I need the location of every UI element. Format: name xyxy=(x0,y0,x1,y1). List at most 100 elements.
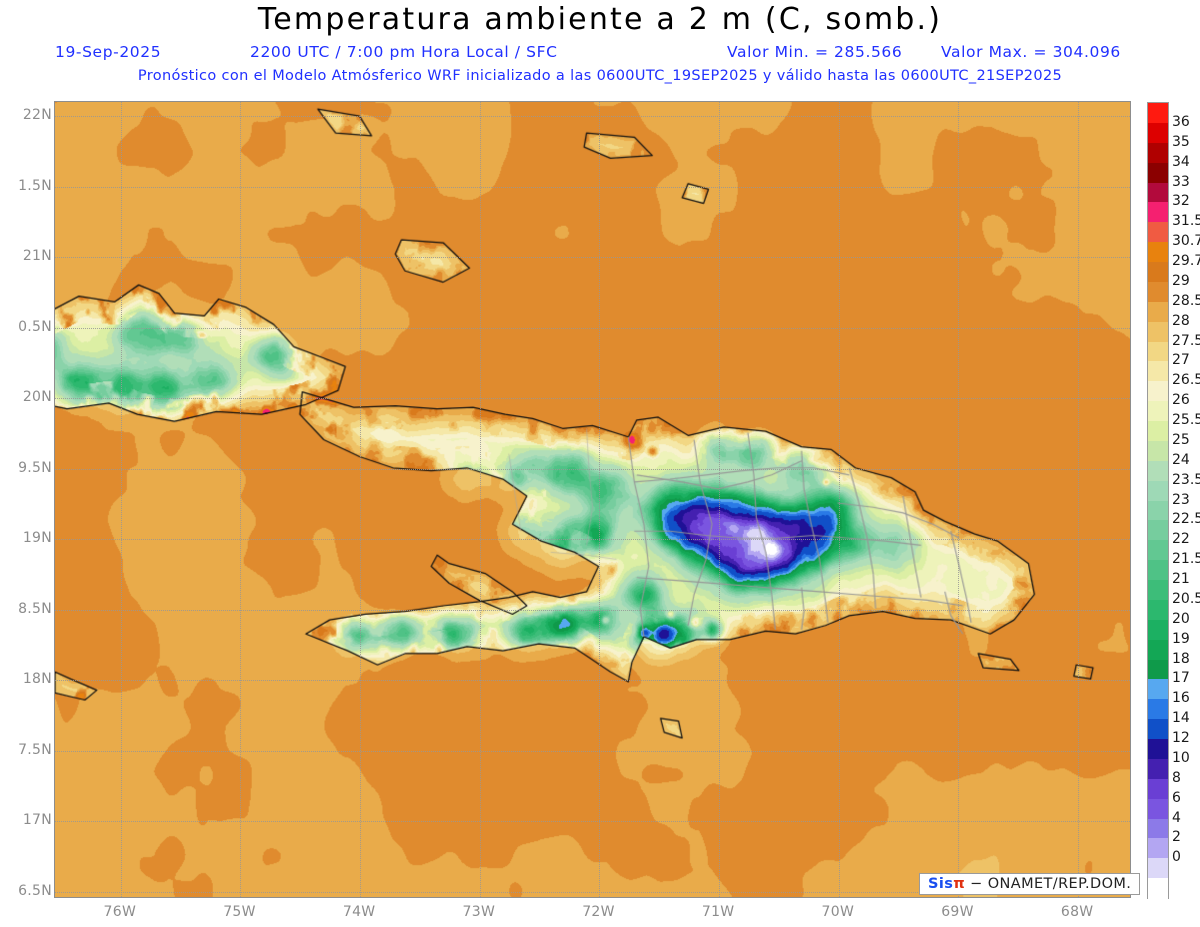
y-axis-tick: 20N xyxy=(22,389,52,406)
colorbar-tick: 29.7 xyxy=(1172,253,1200,269)
x-axis-tick: 70W xyxy=(821,904,855,920)
x-axis-tick: 76W xyxy=(103,904,137,920)
grid-line-lat xyxy=(55,680,1130,682)
colorbar-swatch xyxy=(1148,202,1168,223)
colorbar-swatch xyxy=(1148,540,1168,561)
colorbar-swatch xyxy=(1148,699,1168,720)
colorbar-swatch xyxy=(1148,103,1168,124)
value-max: Valor Max. = 304.096 xyxy=(941,43,1121,61)
grid-line-lat xyxy=(55,186,1130,188)
y-axis-tick: 21N xyxy=(22,248,52,265)
y-axis-tick: 1.5N xyxy=(18,177,52,194)
colorbar-tick: 27.5 xyxy=(1172,332,1200,349)
colorbar-tick: 25.5 xyxy=(1172,412,1200,428)
page-title: Temperatura ambiente a 2 m (C, somb.) xyxy=(257,2,943,37)
colorbar-tick: 28.5 xyxy=(1172,292,1200,309)
colorbar-tick: 18 xyxy=(1172,650,1190,667)
grid-line-lon xyxy=(719,102,721,897)
colorbar-swatch xyxy=(1148,321,1168,343)
grid-line-lon xyxy=(599,102,601,897)
colorbar-swatch xyxy=(1148,798,1168,820)
x-axis-tick: 75W xyxy=(223,904,256,920)
colorbar-swatch xyxy=(1148,599,1168,621)
model-note: Pronóstico con el Modelo Atmósferico WRF… xyxy=(137,68,1063,84)
colorbar-swatch xyxy=(1148,460,1168,482)
y-axis-tick: 9.5N xyxy=(18,459,52,476)
colorbar-swatch xyxy=(1148,242,1168,263)
grid-line-lon xyxy=(120,102,122,897)
temperature-field xyxy=(55,102,1130,897)
colorbar-swatch xyxy=(1148,719,1168,740)
y-axis-tick: 0.5N xyxy=(18,318,52,335)
colorbar-tick: 14 xyxy=(1172,710,1190,727)
colorbar-tick: 21 xyxy=(1172,571,1190,587)
colorbar-labels: 36 35 34 33 32 31.5 30.7 29.7 29 28.5 28 27.5 27 26.5… xyxy=(1172,102,1200,899)
colorbar-tick: 26 xyxy=(1172,392,1190,409)
x-axis-tick: 69W xyxy=(941,904,974,920)
colorbar-tick: 31.5 xyxy=(1172,213,1200,230)
colorbar-swatch xyxy=(1148,361,1168,382)
grid-line-lat xyxy=(55,609,1130,611)
colorbar-swatch xyxy=(1148,301,1168,323)
colorbar-swatch xyxy=(1148,878,1168,899)
colorbar-tick: 17 xyxy=(1172,670,1190,687)
colorbar-tick: 22.5 xyxy=(1172,511,1200,528)
grid-line-lat xyxy=(55,116,1130,118)
colorbar-swatch xyxy=(1148,142,1168,164)
colorbar-tick: 8 xyxy=(1172,769,1181,786)
colorbar-swatch xyxy=(1148,162,1168,184)
logo-pi: π xyxy=(953,876,966,892)
grid-line-lat xyxy=(55,468,1130,470)
colorbar-tick: 23.5 xyxy=(1172,471,1200,488)
colorbar-swatch xyxy=(1148,639,1168,661)
colorbar-swatch xyxy=(1148,520,1168,541)
grid-line-lon xyxy=(838,102,840,897)
colorbar-tick: 29 xyxy=(1172,272,1190,289)
colorbar-tick: 16 xyxy=(1172,690,1190,707)
colorbar-swatch xyxy=(1148,619,1168,641)
x-axis-tick: 74W xyxy=(342,904,376,920)
x-axis-tick: 73W xyxy=(462,904,496,920)
colorbar-swatch xyxy=(1148,341,1168,362)
colorbar-tick: 23 xyxy=(1172,491,1190,508)
grid-line-lat xyxy=(55,891,1130,893)
colorbar-swatch xyxy=(1148,659,1168,680)
grid-line-lat xyxy=(55,750,1130,752)
colorbar-swatch xyxy=(1148,281,1168,303)
colorbar-tick: 20.5 xyxy=(1172,590,1200,607)
colorbar-tick: 2 xyxy=(1172,829,1181,846)
colorbar-tick: 12 xyxy=(1172,730,1190,746)
grid-line-lon xyxy=(240,102,242,897)
colorbar-tick: 27 xyxy=(1172,352,1190,369)
colorbar-swatch xyxy=(1148,560,1168,581)
header-meta-row: 19-Sep-2025 2200 UTC / 7:00 pm Hora Loca… xyxy=(0,43,1160,61)
colorbar-tick: 36 xyxy=(1172,113,1190,130)
colorbar-swatch xyxy=(1148,580,1168,601)
logo-text: − ONAMET/REP.DOM. xyxy=(965,876,1132,892)
grid-line-lon xyxy=(479,102,481,897)
colorbar-tick: 22 xyxy=(1172,531,1190,548)
grid-line-lon xyxy=(958,102,960,897)
y-axis-tick: 18N xyxy=(22,671,52,688)
colorbar-swatch xyxy=(1148,818,1168,839)
colorbar-tick: 26.5 xyxy=(1172,372,1200,389)
colorbar-tick: 28 xyxy=(1172,312,1190,329)
map-plot-area[interactable] xyxy=(54,101,1131,898)
x-axis-tick: 68W xyxy=(1060,904,1094,920)
colorbar-swatch xyxy=(1148,739,1168,760)
grid-line-lat xyxy=(55,821,1130,823)
colorbar-tick: 20 xyxy=(1172,610,1190,627)
colorbar-swatch xyxy=(1148,381,1168,402)
colorbar-tick: 24 xyxy=(1172,451,1190,468)
grid-line-lat xyxy=(55,327,1130,329)
grid-line-lat xyxy=(55,257,1130,259)
colorbar-tick: 19 xyxy=(1172,630,1190,647)
grid-line-lon xyxy=(360,102,362,897)
grid-line-lat xyxy=(55,539,1130,541)
y-axis-tick: 17N xyxy=(22,812,52,829)
grid-line-lon xyxy=(1078,102,1080,897)
colorbar-tick: 10 xyxy=(1172,749,1190,766)
logo-sis: Sis xyxy=(928,876,954,892)
colorbar-swatch xyxy=(1148,182,1168,203)
